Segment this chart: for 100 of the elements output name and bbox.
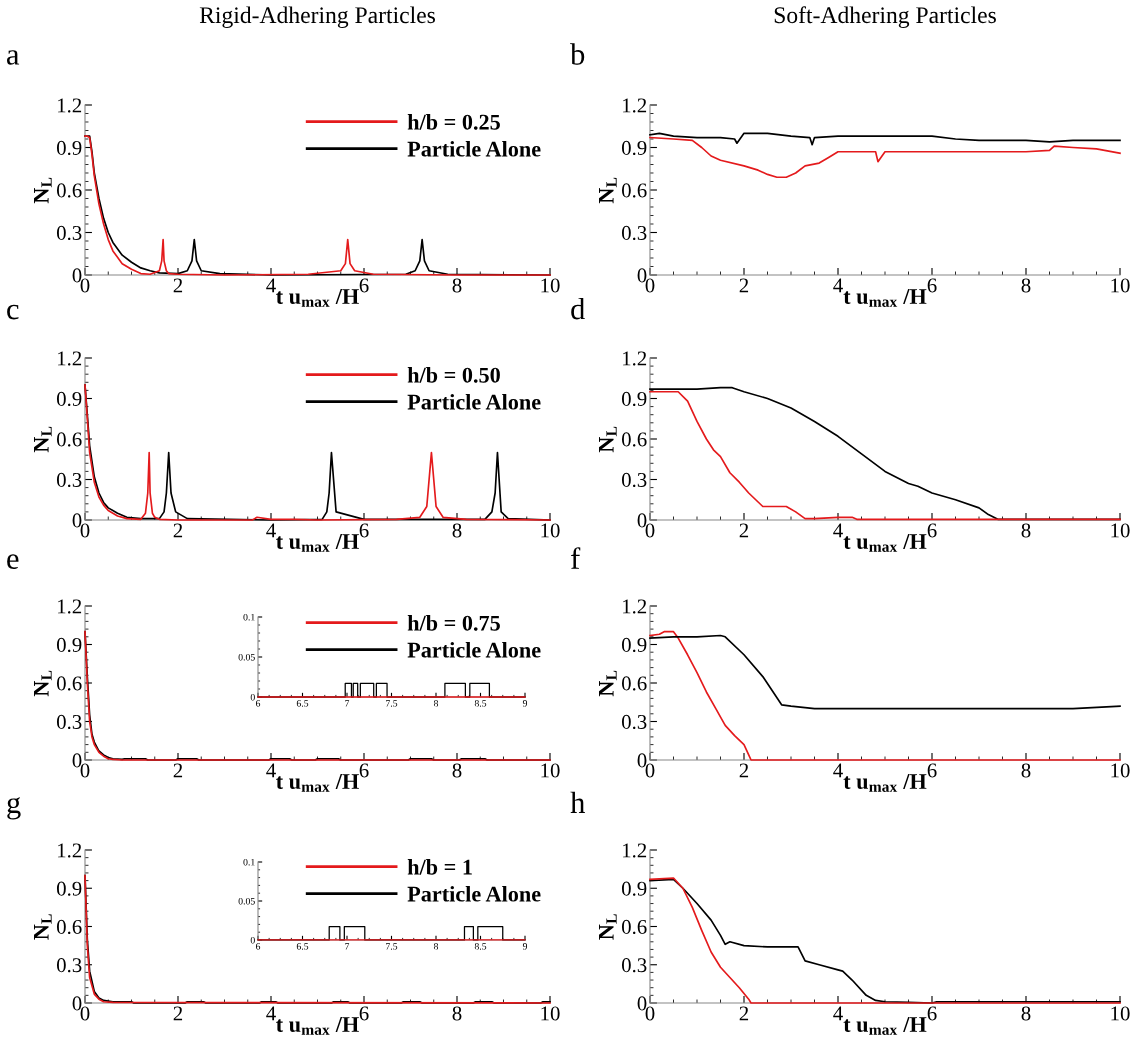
x-tick-label: 9 bbox=[522, 943, 528, 950]
x-tick-label: 8.5 bbox=[474, 943, 487, 950]
x-tick-label: 6 bbox=[359, 763, 369, 778]
x-tick-label: 2 bbox=[173, 278, 183, 293]
x-tick-label: 7 bbox=[345, 700, 350, 707]
x-tick-label: 6 bbox=[255, 700, 261, 707]
chart-title: g bbox=[7, 797, 21, 820]
x-tick-label: 6 bbox=[927, 523, 937, 538]
x-tick-label: 6.5 bbox=[296, 700, 309, 707]
y-tick-label: 0.3 bbox=[56, 225, 82, 241]
x-tick-label: 4 bbox=[833, 763, 843, 778]
y-tick-label: 1.2 bbox=[58, 599, 82, 614]
legend-label: h/b = 0.25 bbox=[407, 114, 500, 130]
y-tick-label: 0 bbox=[72, 513, 82, 528]
x-tick-label: 7.5 bbox=[386, 943, 398, 950]
x-tick-label: 10 bbox=[541, 278, 560, 293]
x-tick-label: 8 bbox=[433, 700, 439, 707]
x-tick-label: 4 bbox=[266, 523, 276, 538]
y-tick-label: 0.9 bbox=[56, 637, 82, 653]
x-tick-label: 2 bbox=[173, 523, 183, 538]
x-tick-label: 8 bbox=[452, 1006, 462, 1021]
y-tick-label: 0 bbox=[637, 268, 647, 283]
x-tick-label: 10 bbox=[541, 523, 560, 538]
y-tick-label: 0.6 bbox=[621, 183, 647, 198]
y-tick-label: 0.3 bbox=[621, 958, 647, 973]
x-tick-label: 6 bbox=[927, 278, 937, 293]
x-tick-label: 6 bbox=[927, 1006, 937, 1021]
legend-label: h/b = 1 bbox=[407, 859, 472, 875]
y-axis-title: N$_{L}$ bbox=[599, 914, 617, 940]
x-tick-label: 2 bbox=[739, 1006, 749, 1021]
y-tick-label: 0.6 bbox=[56, 183, 82, 198]
y-tick-label: 0 bbox=[637, 513, 647, 528]
x-axis-title: t u$_{max}$ /H bbox=[843, 774, 927, 792]
x-tick-label: 4 bbox=[266, 1006, 276, 1021]
y-tick-label: 1.2 bbox=[58, 98, 82, 113]
legend-label: Particle Alone bbox=[407, 641, 541, 658]
y-tick-label: 0.6 bbox=[56, 676, 82, 691]
y-tick-label: 0.05 bbox=[238, 897, 255, 905]
x-tick-label: 7 bbox=[345, 943, 350, 950]
y-tick-label: 1.2 bbox=[623, 98, 647, 113]
x-axis-title: t u$_{max}$ /H bbox=[276, 774, 359, 792]
y-axis-title: N$_{L}$ bbox=[34, 177, 52, 204]
y-tick-label: 0.9 bbox=[621, 637, 647, 653]
y-tick-label: 0 bbox=[250, 936, 255, 944]
x-tick-label: 6 bbox=[255, 943, 261, 950]
y-axis-title: N$_{L}$ bbox=[599, 177, 617, 204]
legend-label: Particle Alone bbox=[407, 393, 541, 410]
x-tick-label: 4 bbox=[833, 278, 843, 293]
x-tick-label: 9 bbox=[522, 700, 528, 707]
x-tick-label: 8.5 bbox=[474, 700, 487, 707]
x-axis-title: t u$_{max}$ /H bbox=[843, 289, 927, 307]
x-tick-label: 4 bbox=[266, 278, 276, 293]
legend-label: Particle Alone bbox=[407, 885, 541, 902]
y-tick-label: 0.9 bbox=[621, 140, 647, 156]
x-tick-label: 2 bbox=[173, 763, 183, 778]
y-tick-label: 1.2 bbox=[58, 351, 82, 366]
x-tick-label: 2 bbox=[173, 1006, 183, 1021]
y-tick-label: 0.9 bbox=[56, 881, 82, 896]
y-tick-label: 0.3 bbox=[621, 714, 647, 730]
chart-title: d bbox=[571, 297, 586, 320]
y-tick-label: 0 bbox=[637, 996, 647, 1011]
y-tick-label: 0.3 bbox=[56, 958, 82, 973]
x-tick-label: 10 bbox=[541, 1006, 560, 1021]
x-tick-label: 10 bbox=[1111, 278, 1130, 293]
x-axis-title: t u$_{max}$ /H bbox=[843, 1017, 927, 1035]
line-series bbox=[649, 132, 1121, 146]
y-tick-label: 0.6 bbox=[56, 919, 82, 935]
x-tick-label: 6 bbox=[359, 523, 369, 538]
x-tick-label: 2 bbox=[739, 763, 749, 778]
y-tick-label: 0.3 bbox=[56, 472, 82, 488]
y-axis-title: N$_{L}$ bbox=[34, 670, 52, 697]
y-axis-title: N$_{L}$ bbox=[599, 426, 617, 453]
y-tick-label: 0.9 bbox=[56, 140, 82, 156]
chart-title: e bbox=[7, 554, 19, 569]
x-tick-label: 8 bbox=[1021, 1006, 1031, 1021]
y-tick-label: 0.6 bbox=[621, 676, 647, 691]
x-tick-label: 8 bbox=[452, 523, 462, 538]
legend-label: h/b = 0.50 bbox=[407, 367, 500, 383]
x-tick-label: 10 bbox=[1111, 763, 1130, 778]
y-tick-label: 0 bbox=[250, 693, 255, 701]
y-axis-title: N$_{L}$ bbox=[34, 914, 52, 940]
y-tick-label: 0.9 bbox=[621, 391, 647, 407]
legend-label: h/b = 0.75 bbox=[407, 615, 500, 631]
x-tick-label: 8 bbox=[1021, 278, 1031, 293]
y-tick-label: 0 bbox=[72, 753, 82, 768]
x-tick-label: 7.5 bbox=[386, 700, 398, 707]
y-tick-label: 0 bbox=[72, 996, 82, 1011]
x-tick-label: 6 bbox=[359, 278, 369, 293]
y-tick-label: 0.3 bbox=[56, 714, 82, 730]
chart-title: a bbox=[7, 50, 20, 65]
x-axis-title: t u$_{max}$ /H bbox=[843, 534, 927, 552]
chart-title: f bbox=[571, 547, 581, 569]
y-tick-label: 0.1 bbox=[243, 613, 255, 621]
x-tick-label: 2 bbox=[739, 278, 749, 293]
x-tick-label: 8 bbox=[1021, 763, 1031, 778]
y-tick-label: 0.3 bbox=[621, 472, 647, 488]
x-tick-label: 2 bbox=[739, 523, 749, 538]
x-tick-label: 6 bbox=[927, 763, 937, 778]
x-tick-label: 10 bbox=[541, 763, 560, 778]
x-axis-title: t u$_{max}$ /H bbox=[276, 289, 359, 307]
